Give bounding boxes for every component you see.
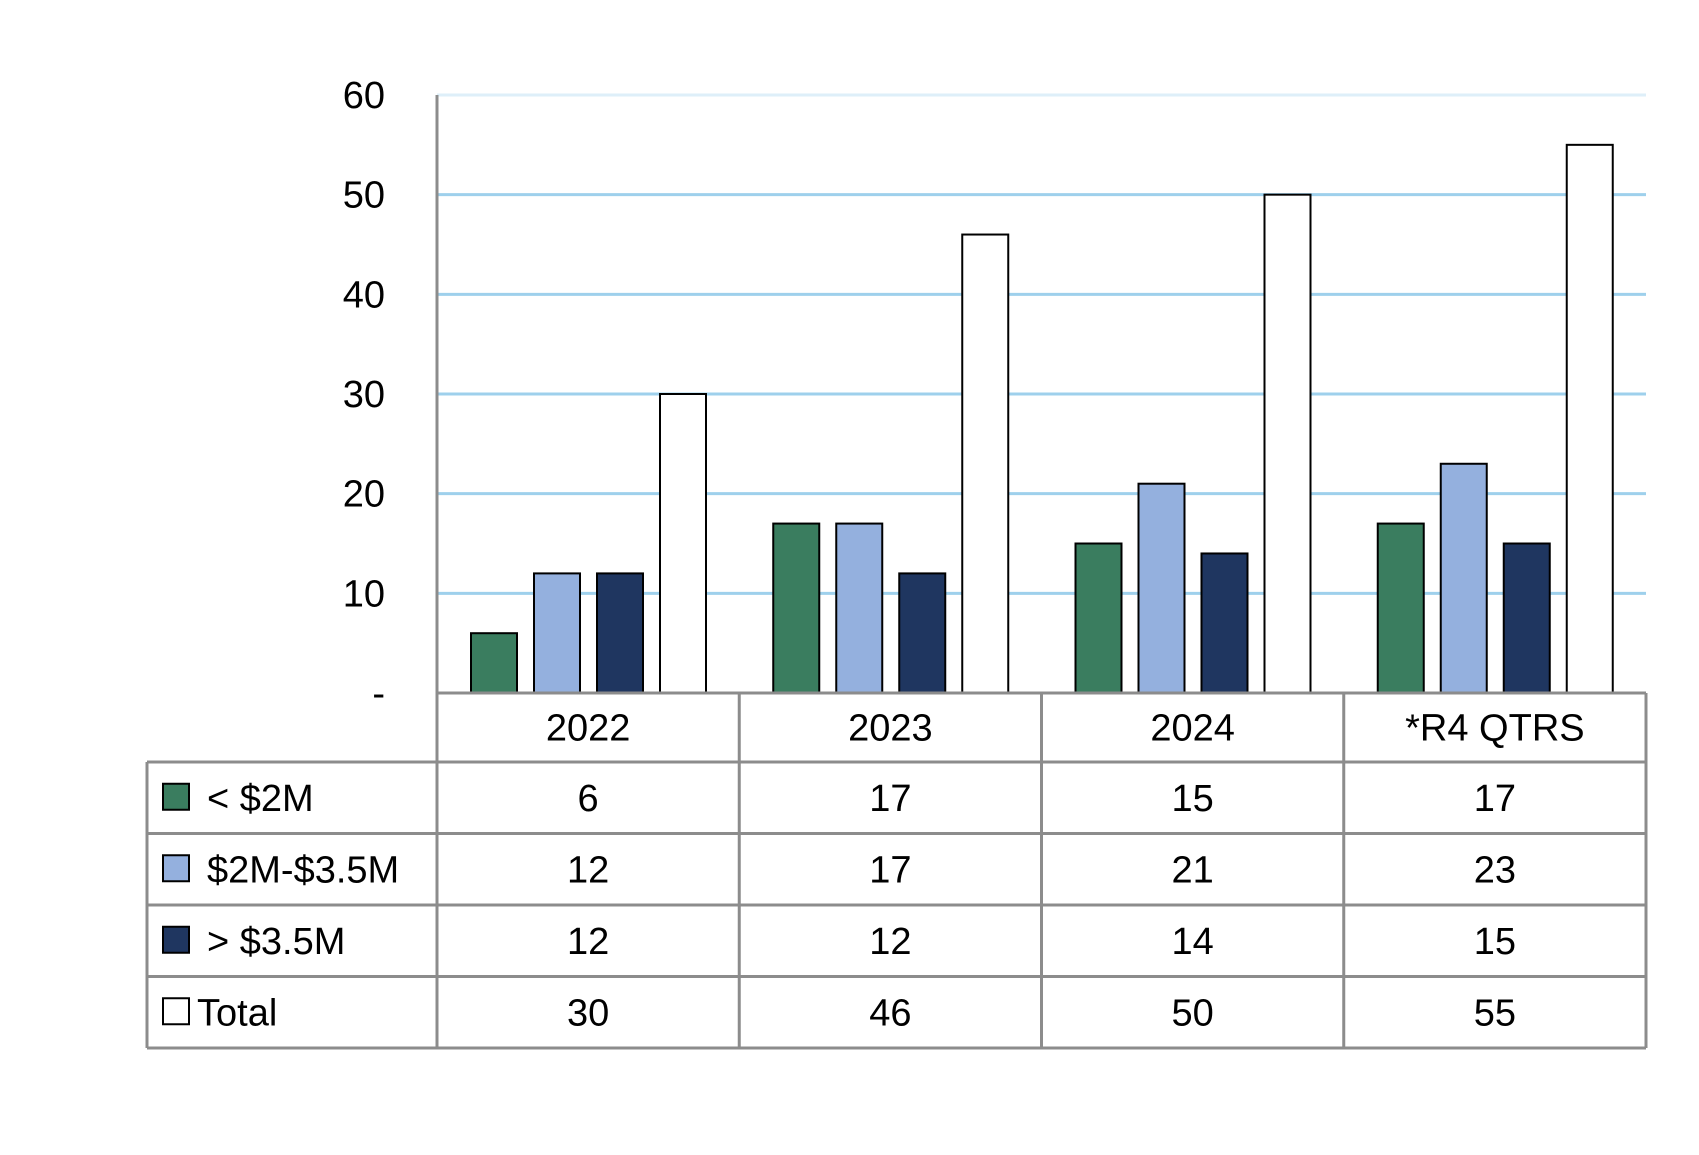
- bars: [470, 143, 1614, 695]
- x-tick-label: 2023: [848, 708, 933, 750]
- bar: [533, 572, 581, 695]
- data-label: 14: [1171, 921, 1213, 963]
- x-tick-label: 2022: [546, 708, 631, 750]
- data-label: 12: [567, 921, 609, 963]
- bar: [1074, 542, 1123, 694]
- data-label: 17: [869, 849, 911, 891]
- x-tick-label: *R4 QTRS: [1405, 708, 1584, 750]
- bar: [1263, 193, 1312, 695]
- bar: [1200, 552, 1249, 695]
- bar: [1502, 542, 1551, 694]
- y-tick-label: 50: [343, 175, 385, 217]
- data-label: 17: [869, 778, 911, 820]
- legend-label: < $2M: [207, 778, 314, 820]
- y-tick-label: 60: [343, 75, 385, 117]
- bar: [596, 572, 644, 695]
- data-table: 2022 2023 2024 *R4 QTRS < $2M 6 17 15 17 $2M-$3.5…: [162, 708, 1585, 1034]
- data-label: 50: [1171, 992, 1213, 1034]
- bar: [659, 393, 707, 694]
- y-tick-label: 30: [343, 374, 385, 416]
- bar: [1565, 143, 1614, 695]
- bar: [835, 522, 884, 694]
- legend-label: Total: [197, 992, 277, 1034]
- bar: [898, 572, 947, 695]
- data-label: 55: [1474, 992, 1516, 1034]
- data-label: 6: [578, 778, 599, 820]
- y-tick-label: 20: [343, 474, 385, 516]
- legend-swatch: [162, 925, 190, 954]
- y-tick-label: 40: [343, 274, 385, 316]
- data-label: 15: [1171, 778, 1213, 820]
- data-label: 23: [1474, 849, 1516, 891]
- bar: [1439, 462, 1488, 694]
- axes: [145, 95, 1648, 1050]
- legend-label: $2M-$3.5M: [207, 849, 399, 891]
- bar: [961, 233, 1010, 695]
- legend-swatch: [162, 782, 190, 811]
- bar: [1376, 522, 1425, 694]
- data-label: 17: [1474, 778, 1516, 820]
- bar: [772, 522, 821, 694]
- data-label: 30: [567, 992, 609, 1034]
- bar: [1137, 482, 1186, 695]
- legend-swatch: [162, 997, 190, 1026]
- data-label: 15: [1474, 921, 1516, 963]
- y-axis-ticks: - 10 20 30 40 50 60: [343, 75, 385, 715]
- y-tick-label: 10: [343, 573, 385, 615]
- data-label: 21: [1171, 849, 1213, 891]
- data-label: 12: [869, 921, 911, 963]
- legend-swatch: [162, 854, 190, 883]
- data-label: 46: [869, 992, 911, 1034]
- x-tick-label: 2024: [1150, 708, 1235, 750]
- bar: [470, 632, 518, 695]
- legend-label: > $3.5M: [207, 921, 345, 963]
- data-label: 12: [567, 849, 609, 891]
- y-tick-label: -: [372, 673, 385, 715]
